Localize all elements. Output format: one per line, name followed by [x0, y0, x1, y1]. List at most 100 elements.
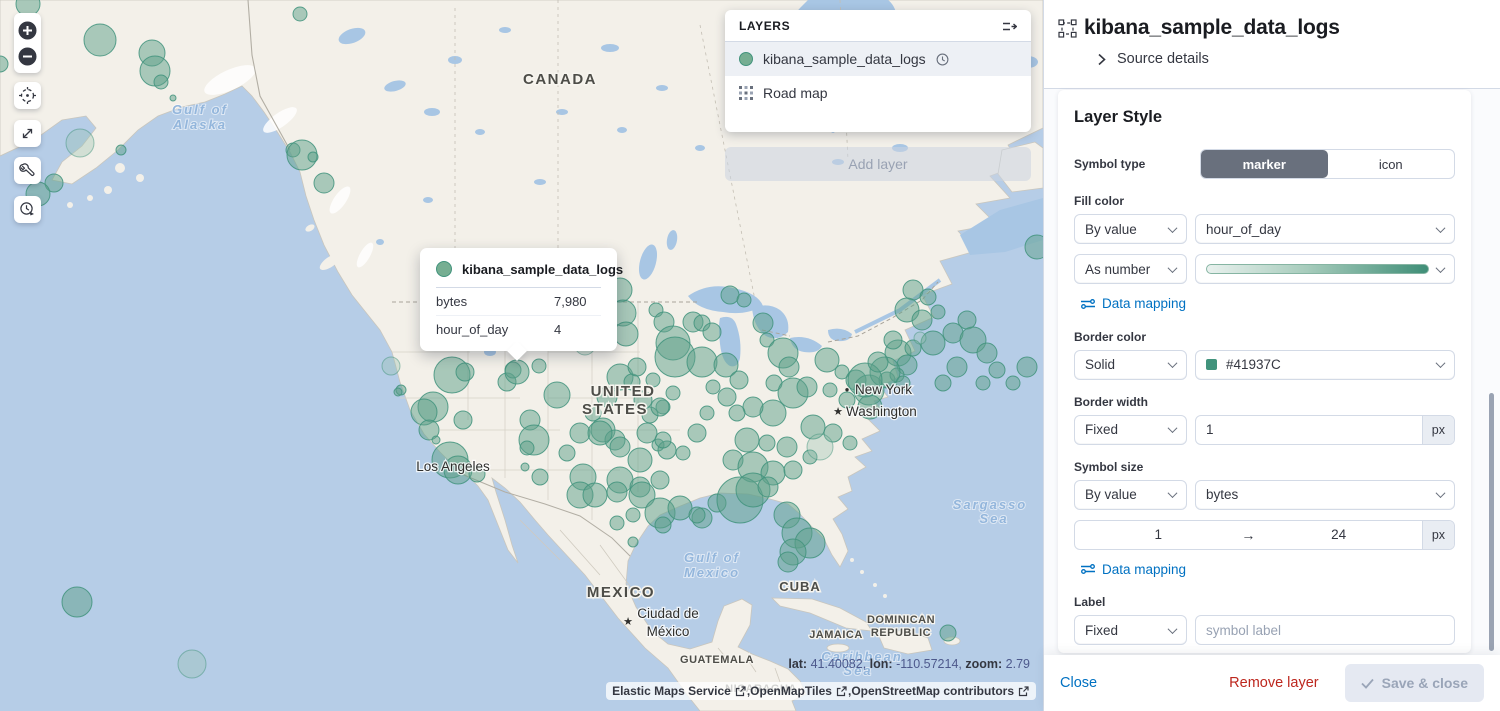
data-bubble[interactable]: [904, 339, 922, 357]
data-bubbles-layer[interactable]: [0, 0, 1043, 679]
data-bubble[interactable]: [734, 427, 760, 453]
data-bubble[interactable]: [665, 385, 681, 401]
data-bubble[interactable]: [867, 351, 889, 373]
data-bubble[interactable]: [705, 379, 721, 395]
fit-to-data-button[interactable]: [14, 120, 41, 147]
data-bubble[interactable]: [834, 364, 850, 380]
data-bubble[interactable]: [728, 404, 746, 422]
data-bubble[interactable]: [582, 482, 608, 508]
data-bubble[interactable]: [686, 346, 718, 378]
draw-tools-button[interactable]: [14, 157, 41, 184]
data-bubble[interactable]: [806, 433, 834, 461]
data-bubble[interactable]: [667, 495, 693, 521]
data-bubble[interactable]: [587, 420, 613, 446]
data-bubble[interactable]: [569, 422, 591, 444]
data-bubble[interactable]: [645, 372, 661, 388]
map-canvas[interactable]: CANADA UNITED STATES MEXICO CUBA DOMINICAN REP…: [0, 0, 1043, 711]
data-bubble[interactable]: [292, 6, 308, 22]
data-bubble[interactable]: [783, 460, 803, 480]
data-bubble[interactable]: [752, 312, 774, 334]
data-bubble[interactable]: [606, 481, 628, 503]
fill-color-as-select[interactable]: As number: [1074, 254, 1187, 284]
save-and-close-button[interactable]: Save & close: [1344, 664, 1484, 702]
data-bubble[interactable]: [736, 292, 752, 308]
data-bubble[interactable]: [1016, 356, 1038, 378]
data-bubble[interactable]: [627, 447, 653, 473]
data-bubble[interactable]: [654, 431, 672, 449]
data-bubble[interactable]: [543, 381, 571, 409]
data-bubble[interactable]: [61, 586, 93, 618]
data-bubble[interactable]: [729, 370, 749, 390]
data-bubble[interactable]: [1024, 234, 1043, 260]
symbol-type-icon-option[interactable]: icon: [1378, 156, 1403, 172]
data-bubble[interactable]: [531, 468, 549, 486]
data-bubble[interactable]: [717, 387, 737, 407]
collapse-panel-button[interactable]: [1002, 20, 1017, 33]
fill-data-mapping-link[interactable]: Data mapping: [1081, 296, 1186, 311]
data-bubble[interactable]: [957, 310, 977, 330]
symbol-type-marker-option[interactable]: marker: [1201, 150, 1328, 178]
attribution-link[interactable]: Elastic Maps Service: [612, 684, 747, 698]
data-bubble[interactable]: [625, 507, 641, 523]
data-bubble[interactable]: [531, 358, 547, 374]
data-bubble[interactable]: [609, 436, 631, 458]
data-bubble[interactable]: [758, 434, 776, 452]
data-bubble[interactable]: [65, 128, 95, 158]
data-bubble[interactable]: [0, 55, 9, 73]
data-bubble[interactable]: [169, 94, 177, 102]
data-bubble[interactable]: [857, 394, 883, 420]
data-bubble[interactable]: [44, 173, 64, 193]
border-width-input[interactable]: [1196, 415, 1422, 444]
border-width-mode-select[interactable]: Fixed: [1074, 414, 1187, 445]
data-bubble[interactable]: [720, 285, 740, 305]
fill-color-ramp-select[interactable]: [1195, 254, 1455, 284]
label-text-input[interactable]: [1196, 616, 1454, 644]
layer-row-road-map[interactable]: Road map: [725, 76, 1031, 110]
data-bubble[interactable]: [919, 288, 937, 306]
data-bubble[interactable]: [115, 144, 127, 156]
border-color-value-select[interactable]: #41937C: [1195, 349, 1455, 380]
data-bubble[interactable]: [759, 399, 787, 427]
data-bubble[interactable]: [453, 410, 473, 430]
data-bubble[interactable]: [650, 470, 670, 490]
data-bubble[interactable]: [1005, 375, 1021, 391]
data-bubble[interactable]: [920, 330, 946, 356]
symbol-size-max-input[interactable]: 24: [1331, 527, 1347, 542]
data-bubble[interactable]: [713, 352, 739, 378]
data-bubble[interactable]: [468, 465, 486, 483]
layer-row-kibana-sample-data-logs[interactable]: kibana_sample_data_logs: [725, 42, 1031, 76]
data-bubble[interactable]: [847, 362, 883, 398]
border-color-mode-select[interactable]: Solid: [1074, 349, 1187, 380]
data-bubble[interactable]: [596, 386, 618, 408]
data-bubble[interactable]: [988, 361, 1006, 379]
data-bubble[interactable]: [519, 440, 535, 456]
data-bubble[interactable]: [675, 445, 691, 461]
data-bubble[interactable]: [934, 374, 952, 392]
data-bubble[interactable]: [911, 309, 933, 331]
data-bubble[interactable]: [633, 390, 653, 410]
data-bubble[interactable]: [976, 342, 998, 364]
data-bubble[interactable]: [777, 551, 799, 573]
data-bubble[interactable]: [939, 624, 957, 642]
data-bubble[interactable]: [584, 404, 602, 422]
data-bubble[interactable]: [838, 391, 856, 409]
symbol-size-min-input[interactable]: 1: [1154, 527, 1162, 542]
data-bubble[interactable]: [628, 481, 656, 509]
data-bubble[interactable]: [913, 331, 927, 345]
data-bubble[interactable]: [930, 304, 946, 320]
data-bubble[interactable]: [613, 321, 639, 347]
size-data-mapping-link[interactable]: Data mapping: [1081, 562, 1186, 577]
data-bubble[interactable]: [455, 362, 475, 382]
data-bubble[interactable]: [558, 444, 576, 462]
data-bubble[interactable]: [822, 382, 838, 398]
attribution-link[interactable]: OpenMapTiles: [750, 684, 848, 698]
data-bubble[interactable]: [650, 397, 670, 417]
data-bubble[interactable]: [759, 332, 775, 348]
data-bubble[interactable]: [702, 322, 722, 342]
data-bubble[interactable]: [504, 359, 530, 385]
data-bubble[interactable]: [802, 449, 818, 465]
symbol-size-field-select[interactable]: bytes: [1195, 479, 1455, 510]
timeslider-button[interactable]: [14, 196, 41, 223]
data-bubble[interactable]: [381, 356, 401, 376]
data-bubble[interactable]: [83, 23, 117, 57]
